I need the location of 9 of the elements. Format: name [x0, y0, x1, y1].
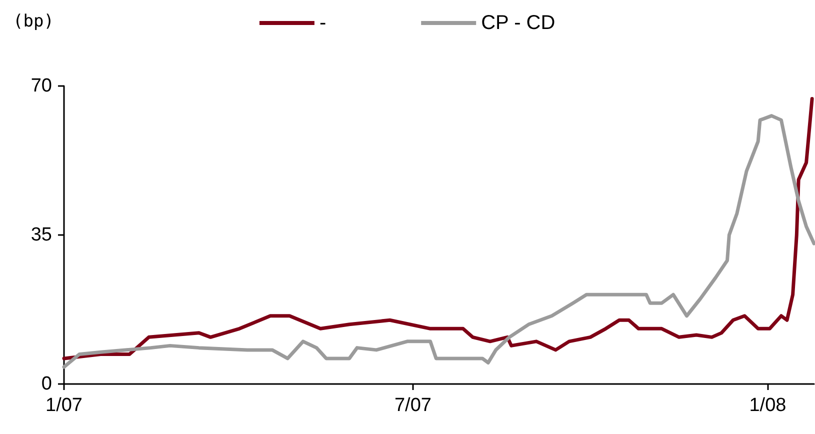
legend-label: CP - CD	[481, 12, 556, 34]
y-tick-label: 70	[30, 76, 52, 96]
y-tick-label: 35	[30, 224, 52, 246]
y-tick-label: 0	[41, 374, 52, 394]
x-tick-label: 1/08	[749, 395, 786, 416]
legend-label: -	[319, 12, 326, 34]
y-axis-title: (bp)	[13, 12, 54, 32]
x-tick-label: 7/07	[394, 395, 432, 416]
x-tick-label: 1/07	[46, 395, 82, 416]
